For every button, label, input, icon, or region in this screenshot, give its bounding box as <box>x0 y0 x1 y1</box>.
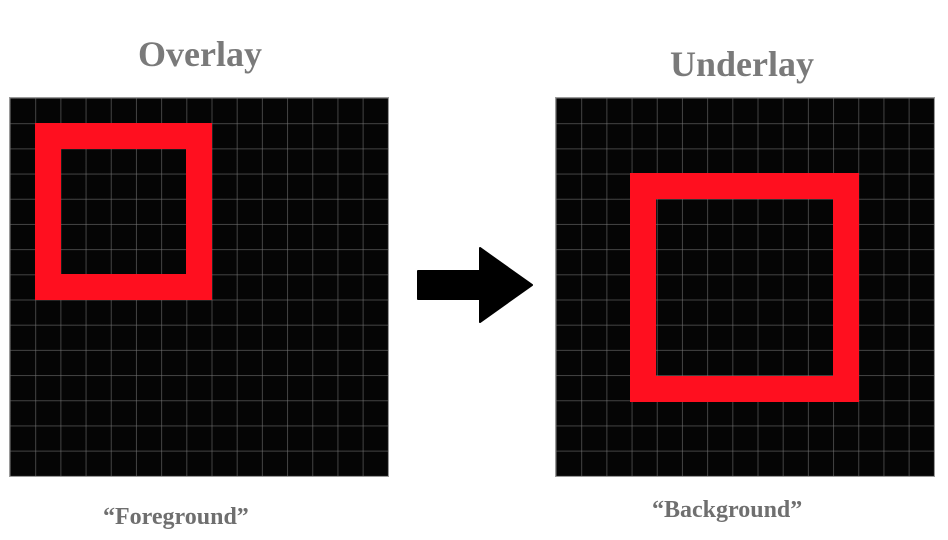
overlay-title: Overlay <box>138 34 262 74</box>
underlay-caption: “Background” <box>652 497 803 523</box>
underlay-title: Underlay <box>670 44 814 84</box>
overlay-red-square <box>35 123 212 300</box>
overlay-grid-panel <box>10 98 388 476</box>
overlay-caption: “Foreground” <box>103 504 249 530</box>
right-arrow-icon <box>417 247 533 323</box>
underlay-grid-panel <box>556 98 934 476</box>
underlay-red-square <box>630 173 859 402</box>
